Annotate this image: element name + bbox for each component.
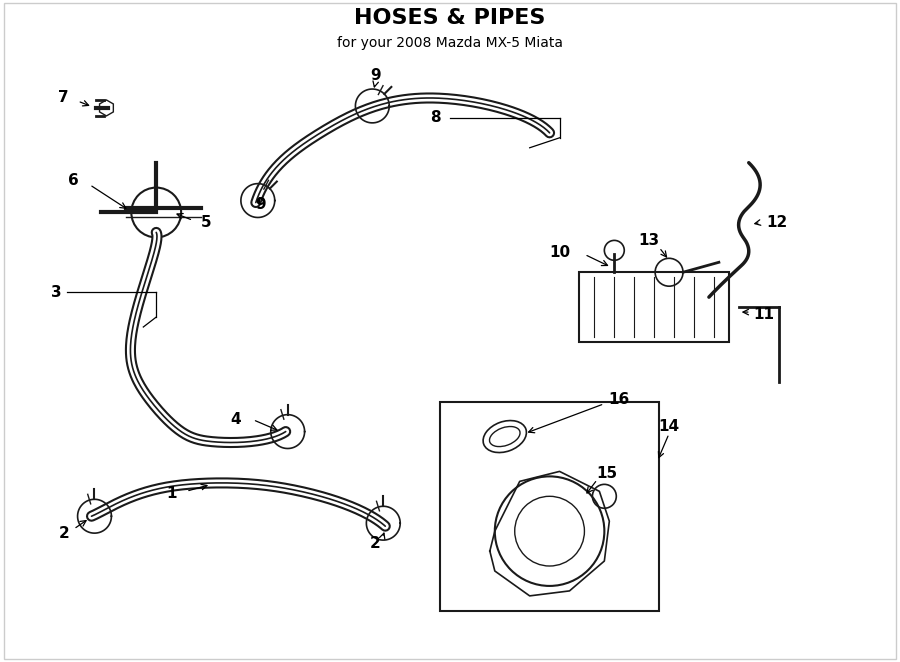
Text: 5: 5 [201,215,212,230]
Text: 4: 4 [230,412,241,427]
Text: 12: 12 [766,215,788,230]
Text: 7: 7 [58,91,69,105]
Text: 9: 9 [370,68,381,83]
Text: 2: 2 [58,526,69,541]
Bar [580,272,729,342]
Text: 14: 14 [659,419,680,434]
Text: 15: 15 [597,466,618,481]
Text: 8: 8 [430,111,440,125]
Text: 13: 13 [639,233,660,248]
Text: for your 2008 Mazda MX-5 Miata: for your 2008 Mazda MX-5 Miata [337,36,563,50]
Polygon shape [100,100,113,116]
Text: 11: 11 [753,307,774,322]
Text: 9: 9 [256,197,266,212]
Text: 2: 2 [370,536,381,551]
Text: HOSES & PIPES: HOSES & PIPES [355,9,545,28]
Bar [440,402,659,611]
Text: 10: 10 [549,245,570,260]
Text: 3: 3 [51,285,62,300]
Text: 1: 1 [166,486,176,501]
Text: 16: 16 [608,392,630,407]
Text: 6: 6 [68,173,79,188]
